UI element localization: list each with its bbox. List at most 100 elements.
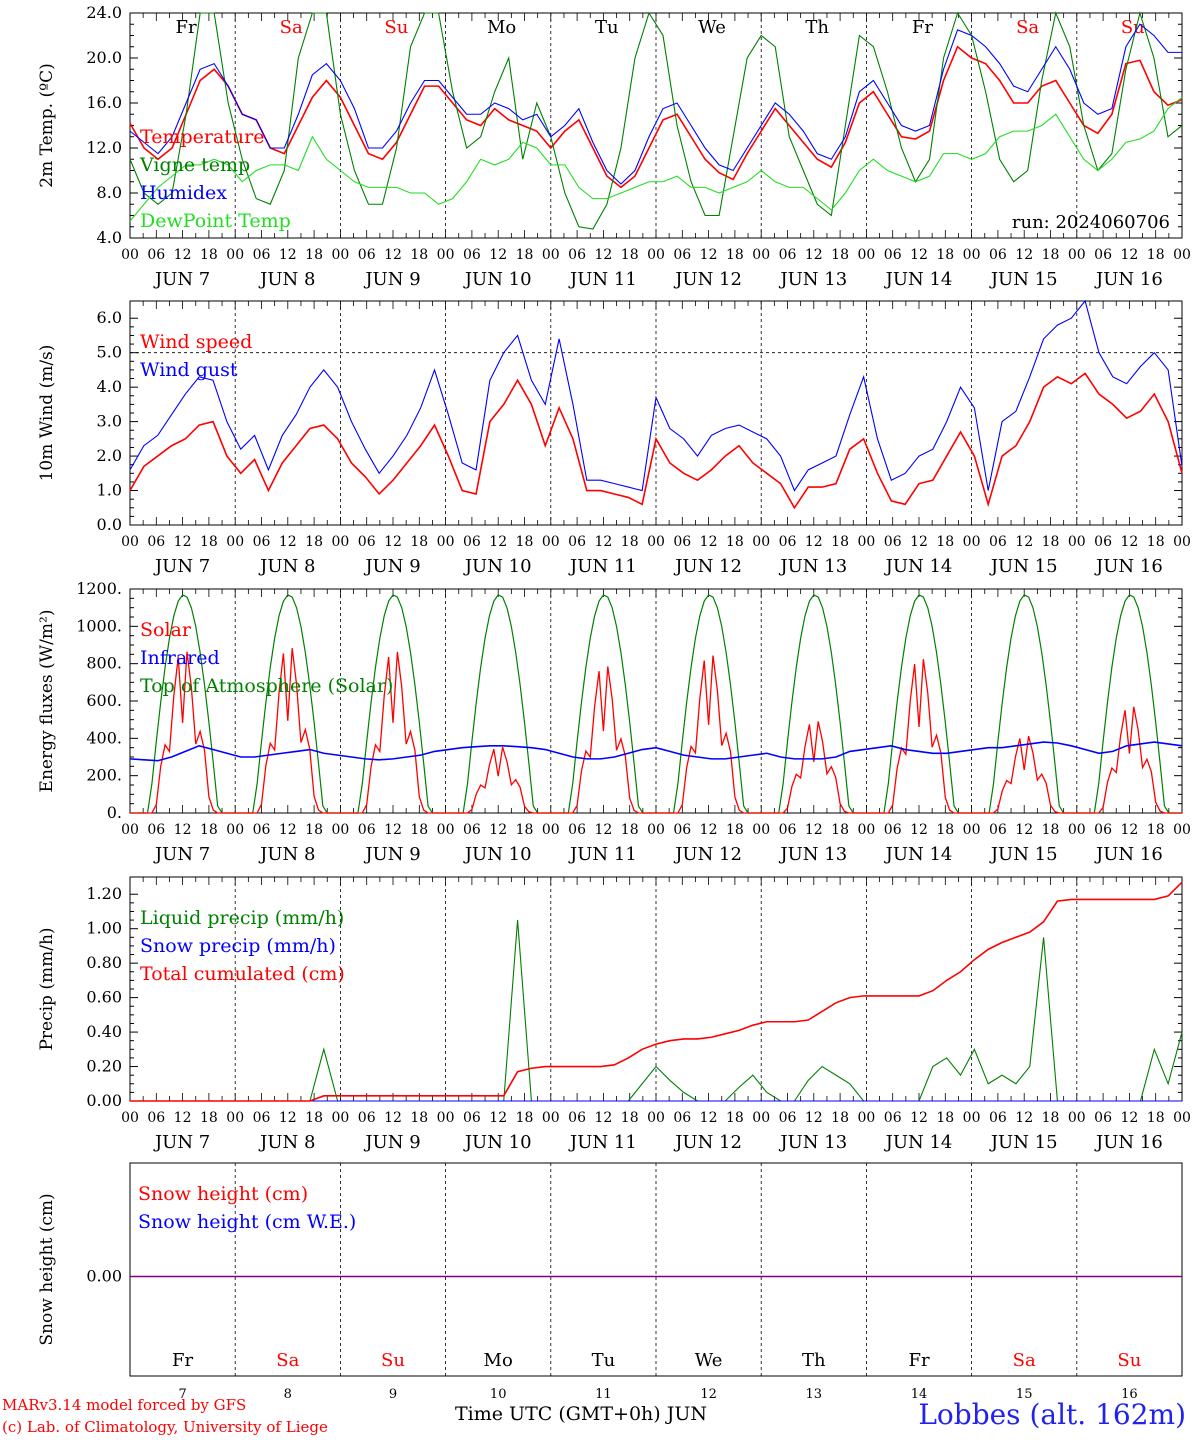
weekday-label: Sa xyxy=(276,1350,299,1371)
hour-label: 06 xyxy=(989,822,1007,838)
hour-label: 12 xyxy=(700,1110,718,1126)
y-tick-label: 0.20 xyxy=(86,1057,122,1076)
hour-label: 06 xyxy=(358,534,376,550)
hour-label: 06 xyxy=(147,534,165,550)
series-line xyxy=(129,45,1183,189)
date-label: JUN 16 xyxy=(1094,269,1163,290)
date-label: JUN 14 xyxy=(884,844,953,865)
date-label: JUN 10 xyxy=(463,844,532,865)
legend-entry: Snow height (cm) xyxy=(138,1183,308,1205)
hour-label: 06 xyxy=(884,534,902,550)
legend-entry: Snow height (cm W.E.) xyxy=(138,1211,356,1233)
hour-label: 18 xyxy=(726,534,744,550)
date-label: JUN 12 xyxy=(673,844,742,865)
hour-label: 00 xyxy=(1068,247,1086,263)
hour-label: 06 xyxy=(779,534,797,550)
hour-label: 12 xyxy=(700,247,718,263)
y-tick-label: 1200. xyxy=(76,579,122,598)
hour-label: 00 xyxy=(331,534,349,550)
hour-label: 06 xyxy=(779,1110,797,1126)
hour-label: 06 xyxy=(463,247,481,263)
hour-label: 18 xyxy=(936,534,954,550)
hour-label: 00 xyxy=(226,247,244,263)
y-tick-label: 24.0 xyxy=(86,3,122,22)
hour-label: 12 xyxy=(700,822,718,838)
date-label: JUN 11 xyxy=(568,844,637,865)
hour-label: 18 xyxy=(305,1110,323,1126)
date-label: JUN 16 xyxy=(1094,1132,1163,1153)
hour-label: 18 xyxy=(410,247,428,263)
hour-label: 18 xyxy=(936,247,954,263)
hour-label: 12 xyxy=(910,247,928,263)
date-label: JUN 11 xyxy=(568,269,637,290)
hour-label: 00 xyxy=(121,534,139,550)
hour-label: 18 xyxy=(621,1110,639,1126)
hour-label: 00 xyxy=(963,822,981,838)
hour-label: 00 xyxy=(752,534,770,550)
date-label: JUN 14 xyxy=(884,269,953,290)
legend-entry: DewPoint Temp xyxy=(140,210,291,232)
hour-label: 06 xyxy=(779,247,797,263)
hour-label: 00 xyxy=(437,534,455,550)
date-number: 13 xyxy=(806,1387,823,1402)
hour-label: 00 xyxy=(647,1110,665,1126)
date-number: 12 xyxy=(700,1387,717,1402)
hour-label: 00 xyxy=(752,1110,770,1126)
y-tick-label: 1.0 xyxy=(97,481,122,500)
hour-label: 18 xyxy=(621,822,639,838)
hour-label: 18 xyxy=(516,1110,534,1126)
weekday-label: Fr xyxy=(908,1350,929,1371)
model-credit: MARv3.14 model forced by GFS xyxy=(2,1396,247,1414)
date-label: JUN 12 xyxy=(673,1132,742,1153)
hour-label: 00 xyxy=(963,534,981,550)
y-tick-label: 200. xyxy=(86,766,122,785)
hour-label: 06 xyxy=(884,822,902,838)
hour-label: 06 xyxy=(253,247,271,263)
legend-entry: Wind speed xyxy=(140,331,252,353)
hour-label: 18 xyxy=(516,534,534,550)
series-line xyxy=(129,299,1183,492)
panel-4: 0.00 0.20 0.40 0.60 0.80 1.00 1.20 Precip (mm/h… xyxy=(37,876,1191,1153)
weekday-label: Tu xyxy=(595,17,619,38)
date-number: 11 xyxy=(595,1387,612,1402)
hour-label: 00 xyxy=(542,822,560,838)
hour-label: 06 xyxy=(568,247,586,263)
hour-label: 18 xyxy=(831,247,849,263)
hour-label: 12 xyxy=(1120,822,1138,838)
hour-label: 00 xyxy=(1068,534,1086,550)
date-label: JUN 9 xyxy=(363,1132,420,1153)
hour-label: 06 xyxy=(147,247,165,263)
panel-frame xyxy=(129,12,1183,239)
y-tick-label: 8.0 xyxy=(97,183,122,202)
series-line xyxy=(129,372,1183,510)
hour-label: 06 xyxy=(147,1110,165,1126)
date-label: JUN 9 xyxy=(363,844,420,865)
y-tick-label: 16.0 xyxy=(86,93,122,112)
hour-label: 12 xyxy=(384,1110,402,1126)
date-number: 9 xyxy=(389,1387,397,1402)
weekday-label: Fr xyxy=(175,17,196,38)
y-tick-label: 0.00 xyxy=(86,1091,122,1110)
y-tick-label: 0.40 xyxy=(86,1022,122,1041)
hour-label: 18 xyxy=(621,247,639,263)
hour-label: 00 xyxy=(331,822,349,838)
panel-3: 0. 200. 400. 600. 800. 1000. 1200. Energy fluxe… xyxy=(37,579,1191,865)
hour-label: 00 xyxy=(647,247,665,263)
hour-label: 06 xyxy=(253,822,271,838)
hour-label: 00 xyxy=(331,247,349,263)
hour-label: 12 xyxy=(805,247,823,263)
date-label: JUN 13 xyxy=(778,269,847,290)
hour-label: 12 xyxy=(489,247,507,263)
hour-label: 12 xyxy=(1120,247,1138,263)
hour-label: 06 xyxy=(463,822,481,838)
hour-label: 00 xyxy=(857,534,875,550)
hour-label: 12 xyxy=(174,822,192,838)
date-label: JUN 12 xyxy=(673,556,742,577)
hour-label: 18 xyxy=(621,534,639,550)
date-label: JUN 14 xyxy=(884,1132,953,1153)
date-label: JUN 15 xyxy=(989,1132,1058,1153)
hour-label: 06 xyxy=(1094,247,1112,263)
hour-label: 18 xyxy=(936,1110,954,1126)
date-label: JUN 10 xyxy=(463,556,532,577)
date-number: 14 xyxy=(911,1387,928,1402)
